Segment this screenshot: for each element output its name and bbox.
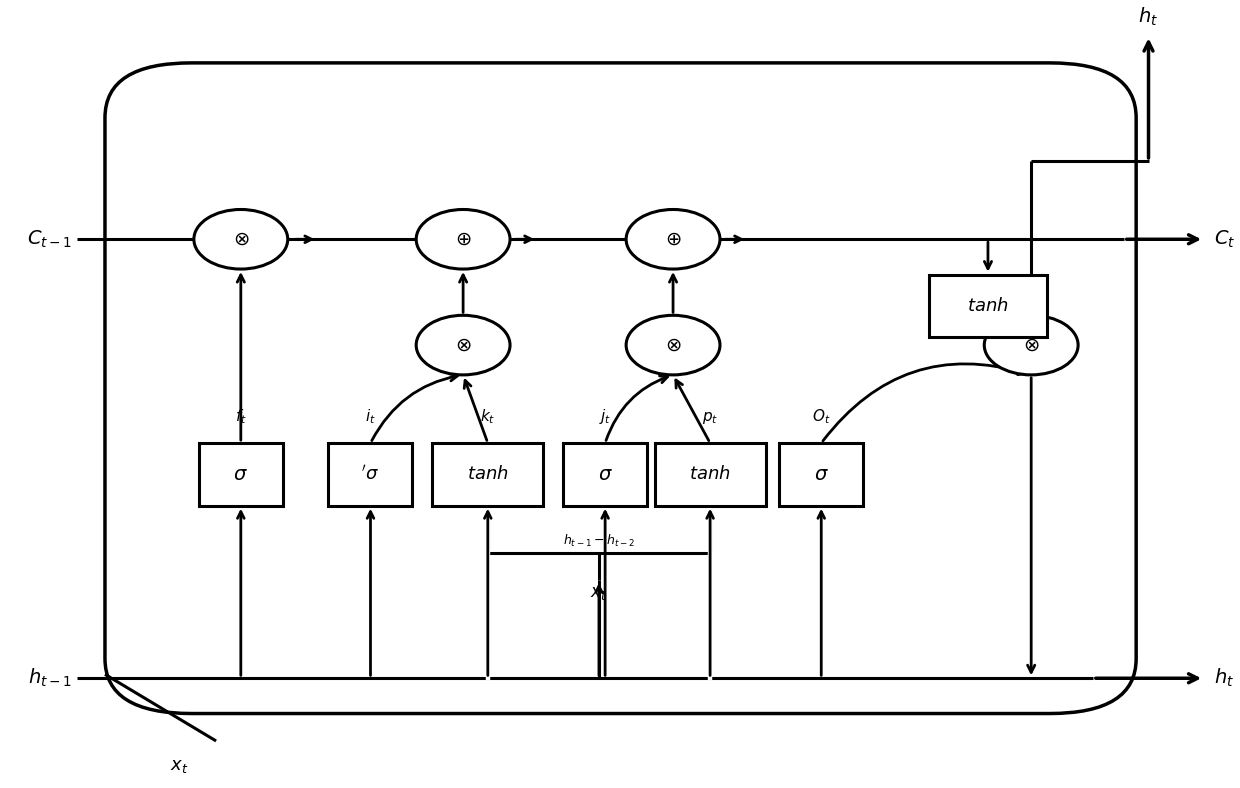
Bar (329, 443, 413, 506)
Circle shape (985, 315, 1078, 375)
Text: $\sigma$: $\sigma$ (813, 465, 828, 484)
Text: $\otimes$: $\otimes$ (1023, 336, 1039, 355)
Text: $C_{t-1}$: $C_{t-1}$ (26, 229, 72, 250)
Bar (433, 443, 543, 506)
Text: $h_t$: $h_t$ (1138, 6, 1158, 28)
Circle shape (193, 210, 288, 269)
Text: $\sigma$: $\sigma$ (598, 465, 613, 484)
Text: $x_t$: $x_t$ (590, 584, 608, 602)
Text: $h_{t-1}-h_{t-2}$: $h_{t-1}-h_{t-2}$ (563, 533, 635, 549)
Text: $j_t$: $j_t$ (599, 407, 611, 426)
Text: $\otimes$: $\otimes$ (455, 336, 471, 355)
FancyBboxPatch shape (105, 63, 1136, 713)
Bar (655, 443, 765, 506)
Circle shape (626, 315, 720, 375)
Text: $x_t$: $x_t$ (170, 756, 188, 775)
Text: $C_t$: $C_t$ (1214, 229, 1235, 250)
Text: $i_t$: $i_t$ (365, 407, 376, 426)
Text: $f_t$: $f_t$ (234, 407, 247, 426)
Bar (779, 443, 863, 506)
Bar (929, 274, 1047, 337)
Text: $\sigma$: $\sigma$ (233, 465, 248, 484)
Text: $p_t$: $p_t$ (702, 410, 718, 426)
Text: $tanh$: $tanh$ (689, 466, 730, 484)
Text: $\oplus$: $\oplus$ (455, 230, 471, 249)
Text: $h_{t-1}$: $h_{t-1}$ (27, 667, 72, 690)
Text: $'\sigma$: $'\sigma$ (362, 465, 379, 484)
Text: $tanh$: $tanh$ (467, 466, 508, 484)
Text: $h_t$: $h_t$ (1214, 667, 1234, 690)
Text: $\oplus$: $\oplus$ (665, 230, 681, 249)
Circle shape (626, 210, 720, 269)
Text: $k_t$: $k_t$ (480, 407, 496, 426)
Circle shape (417, 315, 510, 375)
Text: $tanh$: $tanh$ (967, 297, 1009, 315)
Text: $O_t$: $O_t$ (812, 407, 831, 426)
Text: $\otimes$: $\otimes$ (665, 336, 681, 355)
Bar (198, 443, 283, 506)
Bar (563, 443, 647, 506)
Circle shape (417, 210, 510, 269)
Text: $\otimes$: $\otimes$ (233, 230, 249, 249)
